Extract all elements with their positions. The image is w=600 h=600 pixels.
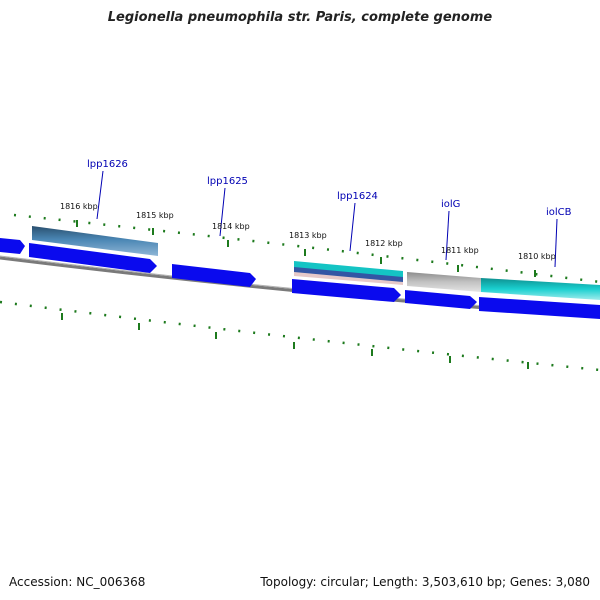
gene-feature[interactable] xyxy=(294,272,403,285)
scale-label: 1811 kbp xyxy=(441,246,479,255)
lower-feature-row xyxy=(0,238,600,319)
gene-feature[interactable] xyxy=(32,226,158,256)
gene-label-lpp1625[interactable]: lpp1625 xyxy=(207,176,248,187)
scale-label: 1815 kbp xyxy=(136,211,174,220)
gene-arrow[interactable] xyxy=(29,243,157,273)
scale-label: 1814 kbp xyxy=(212,222,250,231)
gene-label-lpp1624[interactable]: lpp1624 xyxy=(337,191,378,202)
gene-arrow[interactable] xyxy=(292,279,401,302)
gene-labels: lpp1626 lpp1625 lpp1624 iolG iolCB xyxy=(87,159,572,218)
gene-label-lpp1626[interactable]: lpp1626 xyxy=(87,159,128,170)
gene-label-iolcb[interactable]: iolCB xyxy=(546,207,572,218)
gene-arrow[interactable] xyxy=(405,290,477,309)
accession-label: Accession: NC_006368 xyxy=(9,575,146,589)
scale-label: 1812 kbp xyxy=(365,239,403,248)
gene-arrow[interactable] xyxy=(0,238,25,254)
scale-labels: 1816 kbp 1815 kbp 1814 kbp 1813 kbp 1812… xyxy=(60,202,556,261)
genome-summary: Topology: circular; Length: 3,503,610 bp… xyxy=(260,575,590,589)
gene-arrow[interactable] xyxy=(172,264,256,287)
gene-leader-lines xyxy=(96,170,558,268)
scale-label: 1810 kbp xyxy=(518,252,556,261)
gene-feature[interactable] xyxy=(481,278,600,300)
major-ticks xyxy=(76,220,536,277)
gene-arrow[interactable] xyxy=(479,297,600,319)
scale-label: 1816 kbp xyxy=(60,202,98,211)
gene-feature[interactable] xyxy=(407,272,481,292)
map-title: Legionella pneumophila str. Paris, compl… xyxy=(107,10,493,25)
upper-feature-row xyxy=(32,226,600,300)
gene-label-iolg[interactable]: iolG xyxy=(441,199,460,210)
scale-label: 1813 kbp xyxy=(289,231,327,240)
inner-tick-track xyxy=(0,300,600,372)
